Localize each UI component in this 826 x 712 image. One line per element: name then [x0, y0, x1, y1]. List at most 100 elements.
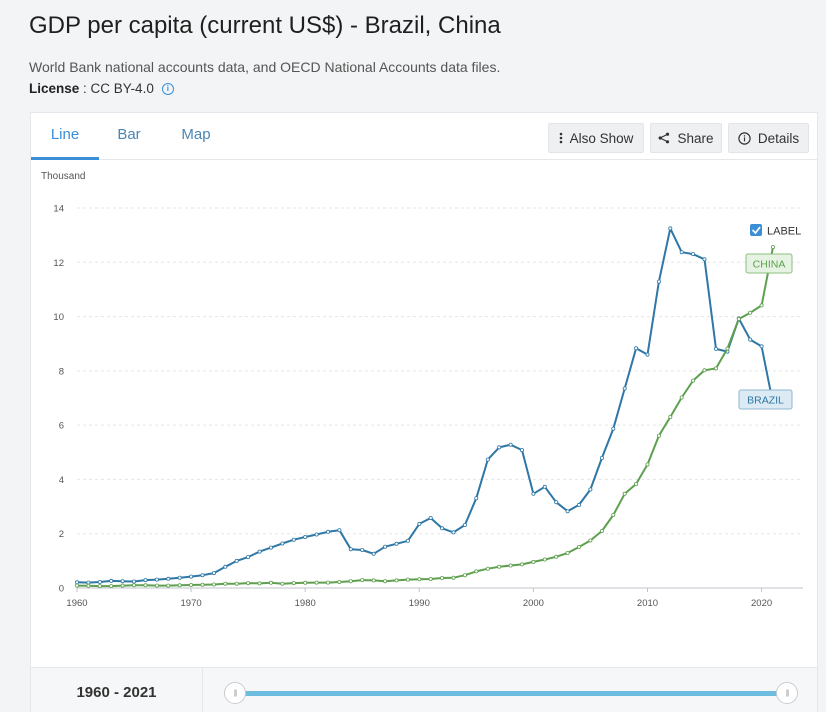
- data-point-china: [337, 579, 342, 584]
- data-point-brazil: [485, 457, 490, 462]
- label-checkbox[interactable]: [750, 224, 762, 236]
- series-label-box-china: [745, 253, 793, 274]
- data-point-china: [143, 583, 148, 588]
- data-point-brazil: [337, 528, 342, 533]
- tab-line[interactable]: Line: [31, 113, 99, 160]
- data-point-brazil: [611, 426, 616, 431]
- data-point-china: [508, 563, 513, 568]
- data-point-china: [257, 581, 262, 586]
- data-point-china: [565, 550, 570, 555]
- data-point-brazil: [451, 530, 456, 535]
- data-point-china: [554, 554, 559, 559]
- data-point-brazil: [417, 521, 422, 526]
- data-point-brazil: [109, 578, 114, 583]
- data-point-brazil: [280, 541, 285, 546]
- tab-map[interactable]: Map: [181, 126, 211, 143]
- data-point-china: [211, 582, 216, 587]
- details-button[interactable]: Details: [728, 123, 809, 153]
- y-tick-label: 10: [53, 312, 64, 323]
- data-point-brazil: [634, 346, 639, 351]
- data-point-brazil: [462, 522, 467, 527]
- tab-bar[interactable]: Bar: [117, 126, 141, 143]
- data-point-china: [588, 538, 593, 543]
- data-point-brazil: [542, 484, 547, 489]
- share-icon: [659, 132, 670, 144]
- data-point-china: [748, 310, 753, 315]
- data-point-china: [679, 395, 684, 400]
- data-point-china: [200, 582, 205, 587]
- y-tick-label: 8: [59, 366, 64, 377]
- data-point-brazil: [622, 386, 627, 391]
- x-tick-label: 2000: [523, 598, 544, 609]
- series-label-china: CHINA: [753, 259, 786, 271]
- x-tick-label: 1970: [181, 598, 202, 609]
- data-point-brazil: [325, 529, 330, 534]
- data-point-brazil: [497, 445, 502, 450]
- x-tick-label: 1980: [295, 598, 316, 609]
- data-point-brazil: [166, 576, 171, 581]
- series-label-brazil: BRAZIL: [747, 395, 784, 407]
- data-point-china: [611, 512, 616, 517]
- y-tick-label: 2: [59, 529, 64, 540]
- series-line-brazil: [76, 227, 774, 584]
- data-point-brazil: [656, 279, 661, 284]
- x-tick-label: 1960: [66, 598, 87, 609]
- data-point-china: [736, 316, 741, 321]
- data-point-brazil: [519, 448, 524, 453]
- data-point-china: [268, 580, 273, 585]
- data-point-china: [725, 346, 730, 351]
- data-point-china: [303, 580, 308, 585]
- data-point-brazil: [268, 545, 273, 550]
- range-start-handle[interactable]: |||: [224, 682, 246, 704]
- data-point-china: [645, 462, 650, 467]
- data-point-brazil: [97, 579, 102, 584]
- data-point-brazil: [246, 555, 251, 560]
- source-note: World Bank national accounts data, and O…: [29, 59, 501, 75]
- data-point-brazil: [428, 515, 433, 520]
- x-tick-label: 1990: [409, 598, 430, 609]
- data-point-china: [177, 583, 182, 588]
- share-label: Share: [677, 130, 714, 146]
- data-point-brazil: [211, 571, 216, 576]
- more-vertical-icon: [559, 132, 562, 144]
- y-tick-label: 14: [53, 204, 64, 215]
- chart-card: Line Bar Map Also Show Share Details Tho…: [30, 112, 818, 712]
- data-point-brazil: [189, 574, 194, 579]
- share-button[interactable]: Share: [650, 123, 722, 153]
- data-point-china: [428, 576, 433, 581]
- data-point-brazil: [440, 526, 445, 531]
- data-point-china: [417, 577, 422, 582]
- info-icon[interactable]: i: [161, 82, 174, 95]
- data-point-china: [577, 544, 582, 549]
- y-axis-label: Thousand: [41, 171, 85, 182]
- page-title: GDP per capita (current US$) - Brazil, C…: [29, 12, 501, 39]
- data-point-china: [360, 578, 365, 583]
- data-point-brazil: [714, 346, 719, 351]
- data-point-china: [223, 581, 228, 586]
- data-point-china: [531, 559, 536, 564]
- license-separator: :: [79, 81, 91, 96]
- data-point-brazil: [565, 509, 570, 514]
- also-show-button[interactable]: Also Show: [548, 123, 644, 153]
- data-point-china: [599, 528, 604, 533]
- range-end-handle[interactable]: |||: [776, 682, 798, 704]
- y-tick-label: 12: [53, 258, 64, 269]
- data-point-china: [702, 368, 707, 373]
- data-point-brazil: [291, 537, 296, 542]
- chart-tabs: Line Bar Map Also Show Share Details: [31, 113, 817, 160]
- data-point-china: [405, 577, 410, 582]
- data-point-china: [771, 245, 776, 250]
- year-range-track[interactable]: [236, 691, 788, 696]
- license-value: CC BY-4.0: [90, 81, 154, 96]
- data-point-china: [691, 378, 696, 383]
- series-label-box-brazil: [738, 389, 793, 410]
- license-label: License: [29, 81, 80, 96]
- label-toggle-text: LABEL: [767, 226, 801, 238]
- data-point-china: [394, 578, 399, 583]
- data-point-china: [542, 557, 547, 562]
- data-point-china: [314, 580, 319, 585]
- info-circle-icon: [738, 131, 751, 145]
- data-point-china: [234, 581, 239, 586]
- data-point-brazil: [759, 344, 764, 349]
- data-point-china: [440, 575, 445, 580]
